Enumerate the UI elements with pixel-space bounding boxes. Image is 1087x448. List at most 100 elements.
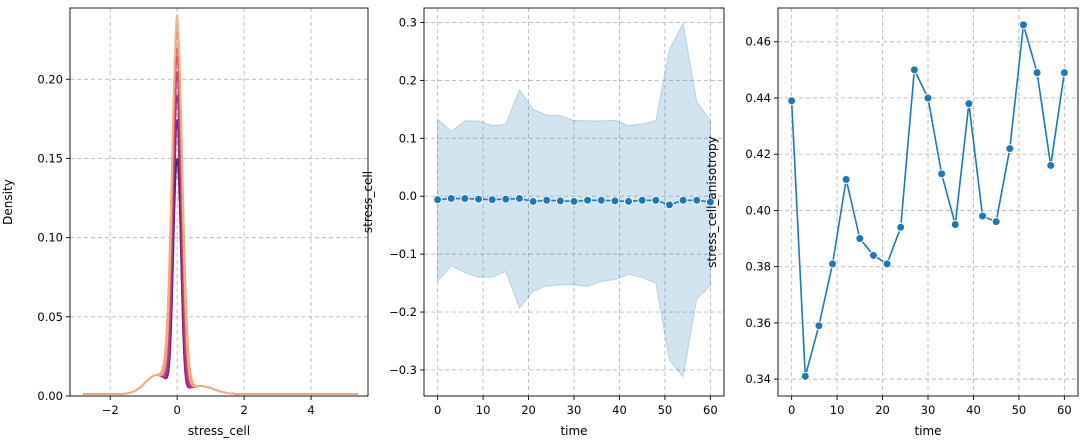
density-curves [83,13,358,395]
data-point [855,234,865,244]
data-point [964,99,974,109]
x-tick-label: 60 [703,403,718,417]
y-tick-label: 0.00 [37,389,63,403]
x-tick-label: 20 [875,403,890,417]
data-point [978,211,988,221]
data-point [542,195,552,205]
stress-gridlines [424,8,724,396]
x-tick-label: 0 [434,403,441,417]
y-tick-label: 0.3 [399,15,417,29]
y-tick-label: 0.36 [745,316,771,330]
density-y-axis-label: Density [1,179,15,225]
x-tick-label: 30 [921,403,936,417]
density-curve [83,47,358,395]
data-point [923,93,933,103]
data-point [1032,68,1042,78]
density-curve [83,94,358,395]
y-tick-label: 0.15 [37,151,63,165]
data-point [528,196,538,206]
y-tick-label: 0.2 [399,73,417,87]
y-tick-label: −0.2 [389,305,417,319]
x-tick-label: 50 [658,403,673,417]
data-point [814,321,824,331]
data-point [896,222,906,232]
data-point [555,196,565,206]
y-tick-label: 0.34 [745,372,771,386]
x-tick-label: 0 [788,403,795,417]
density-plot-panel: −2 0 2 4 0.00 0.05 0.10 0.15 0.20 stress_cell De… [1,7,369,438]
data-point [800,371,810,381]
anisotropy-ticks: 0 10 20 30 40 50 60 0.34 0.36 0.38 0.40 0.42 0.44 0.4… [745,35,1071,417]
y-tick-label: 0.46 [745,35,771,49]
x-tick-label: 40 [612,403,627,417]
data-point [433,195,443,205]
data-point [624,196,634,206]
y-tick-label: 0.40 [745,203,771,217]
stress-ticks: 0 10 20 30 40 50 60 −0.3 −0.2 −0.1 0.0 0.1 0.2 0.3 [389,15,718,417]
data-point [501,194,511,204]
y-tick-label: 0.10 [37,231,63,245]
x-tick-label: 4 [307,403,314,417]
x-tick-label: 10 [830,403,845,417]
y-tick-label: 0.05 [37,310,63,324]
density-x-axis-label: stress_cell [188,424,250,438]
y-tick-label: 0.42 [745,147,771,161]
data-point [474,194,484,204]
data-point [1046,160,1056,170]
density-curve [83,54,358,395]
data-point [1018,20,1028,30]
x-tick-label: 30 [567,403,582,417]
data-point [841,175,851,185]
data-point [868,250,878,260]
x-tick-label: 60 [1057,403,1072,417]
y-tick-label: 0.1 [399,131,417,145]
data-point [514,194,524,204]
data-point [610,196,620,206]
density-gridlines [70,8,368,397]
stress-x-axis-label: time [560,424,587,438]
data-point [828,259,838,269]
data-point [583,195,593,205]
anisotropy-y-axis-label: stress_cell_anisotropy [705,136,719,267]
stress-over-time-panel: 0 10 20 30 40 50 60 −0.3 −0.2 −0.1 0.0 0.1 0.2 0.3 ti… [361,7,725,438]
anisotropy-gridlines [778,8,1078,396]
x-tick-label: 20 [521,403,536,417]
data-point [909,65,919,75]
data-point [569,196,579,206]
data-point [487,195,497,205]
data-point [460,194,470,204]
density-curve [83,70,358,395]
x-tick-label: 2 [240,403,247,417]
data-point [1059,68,1069,78]
x-tick-label: 0 [173,403,180,417]
y-tick-label: 0.44 [745,91,771,105]
data-point [637,195,647,205]
x-tick-label: 50 [1012,403,1027,417]
density-curve [83,31,358,395]
data-point [705,197,715,207]
density-curve [83,118,358,395]
y-tick-label: 0.38 [745,260,771,274]
y-tick-label: 0.0 [399,189,417,203]
density-curve [83,23,358,395]
data-point [678,195,688,205]
data-point [1005,144,1015,154]
density-ticks: −2 0 2 4 0.00 0.05 0.10 0.15 0.20 [37,72,314,417]
data-point [950,219,960,229]
data-point [446,194,456,204]
x-tick-label: −2 [102,403,119,417]
data-point [991,217,1001,227]
density-curve [83,157,358,395]
y-tick-label: 0.20 [37,72,63,86]
stress-y-axis-label: stress_cell [361,171,375,233]
anisotropy-x-axis-label: time [914,424,941,438]
anisotropy-over-time-panel: 0 10 20 30 40 50 60 0.34 0.36 0.38 0.40 0.42 0.44 0.4… [705,7,1079,438]
anisotropy-series [787,20,1069,381]
x-tick-label: 40 [966,403,981,417]
density-plot-frame [69,7,369,397]
y-tick-label: −0.1 [389,247,417,261]
data-point [651,195,661,205]
y-tick-label: −0.3 [389,363,417,377]
x-tick-label: 10 [476,403,491,417]
